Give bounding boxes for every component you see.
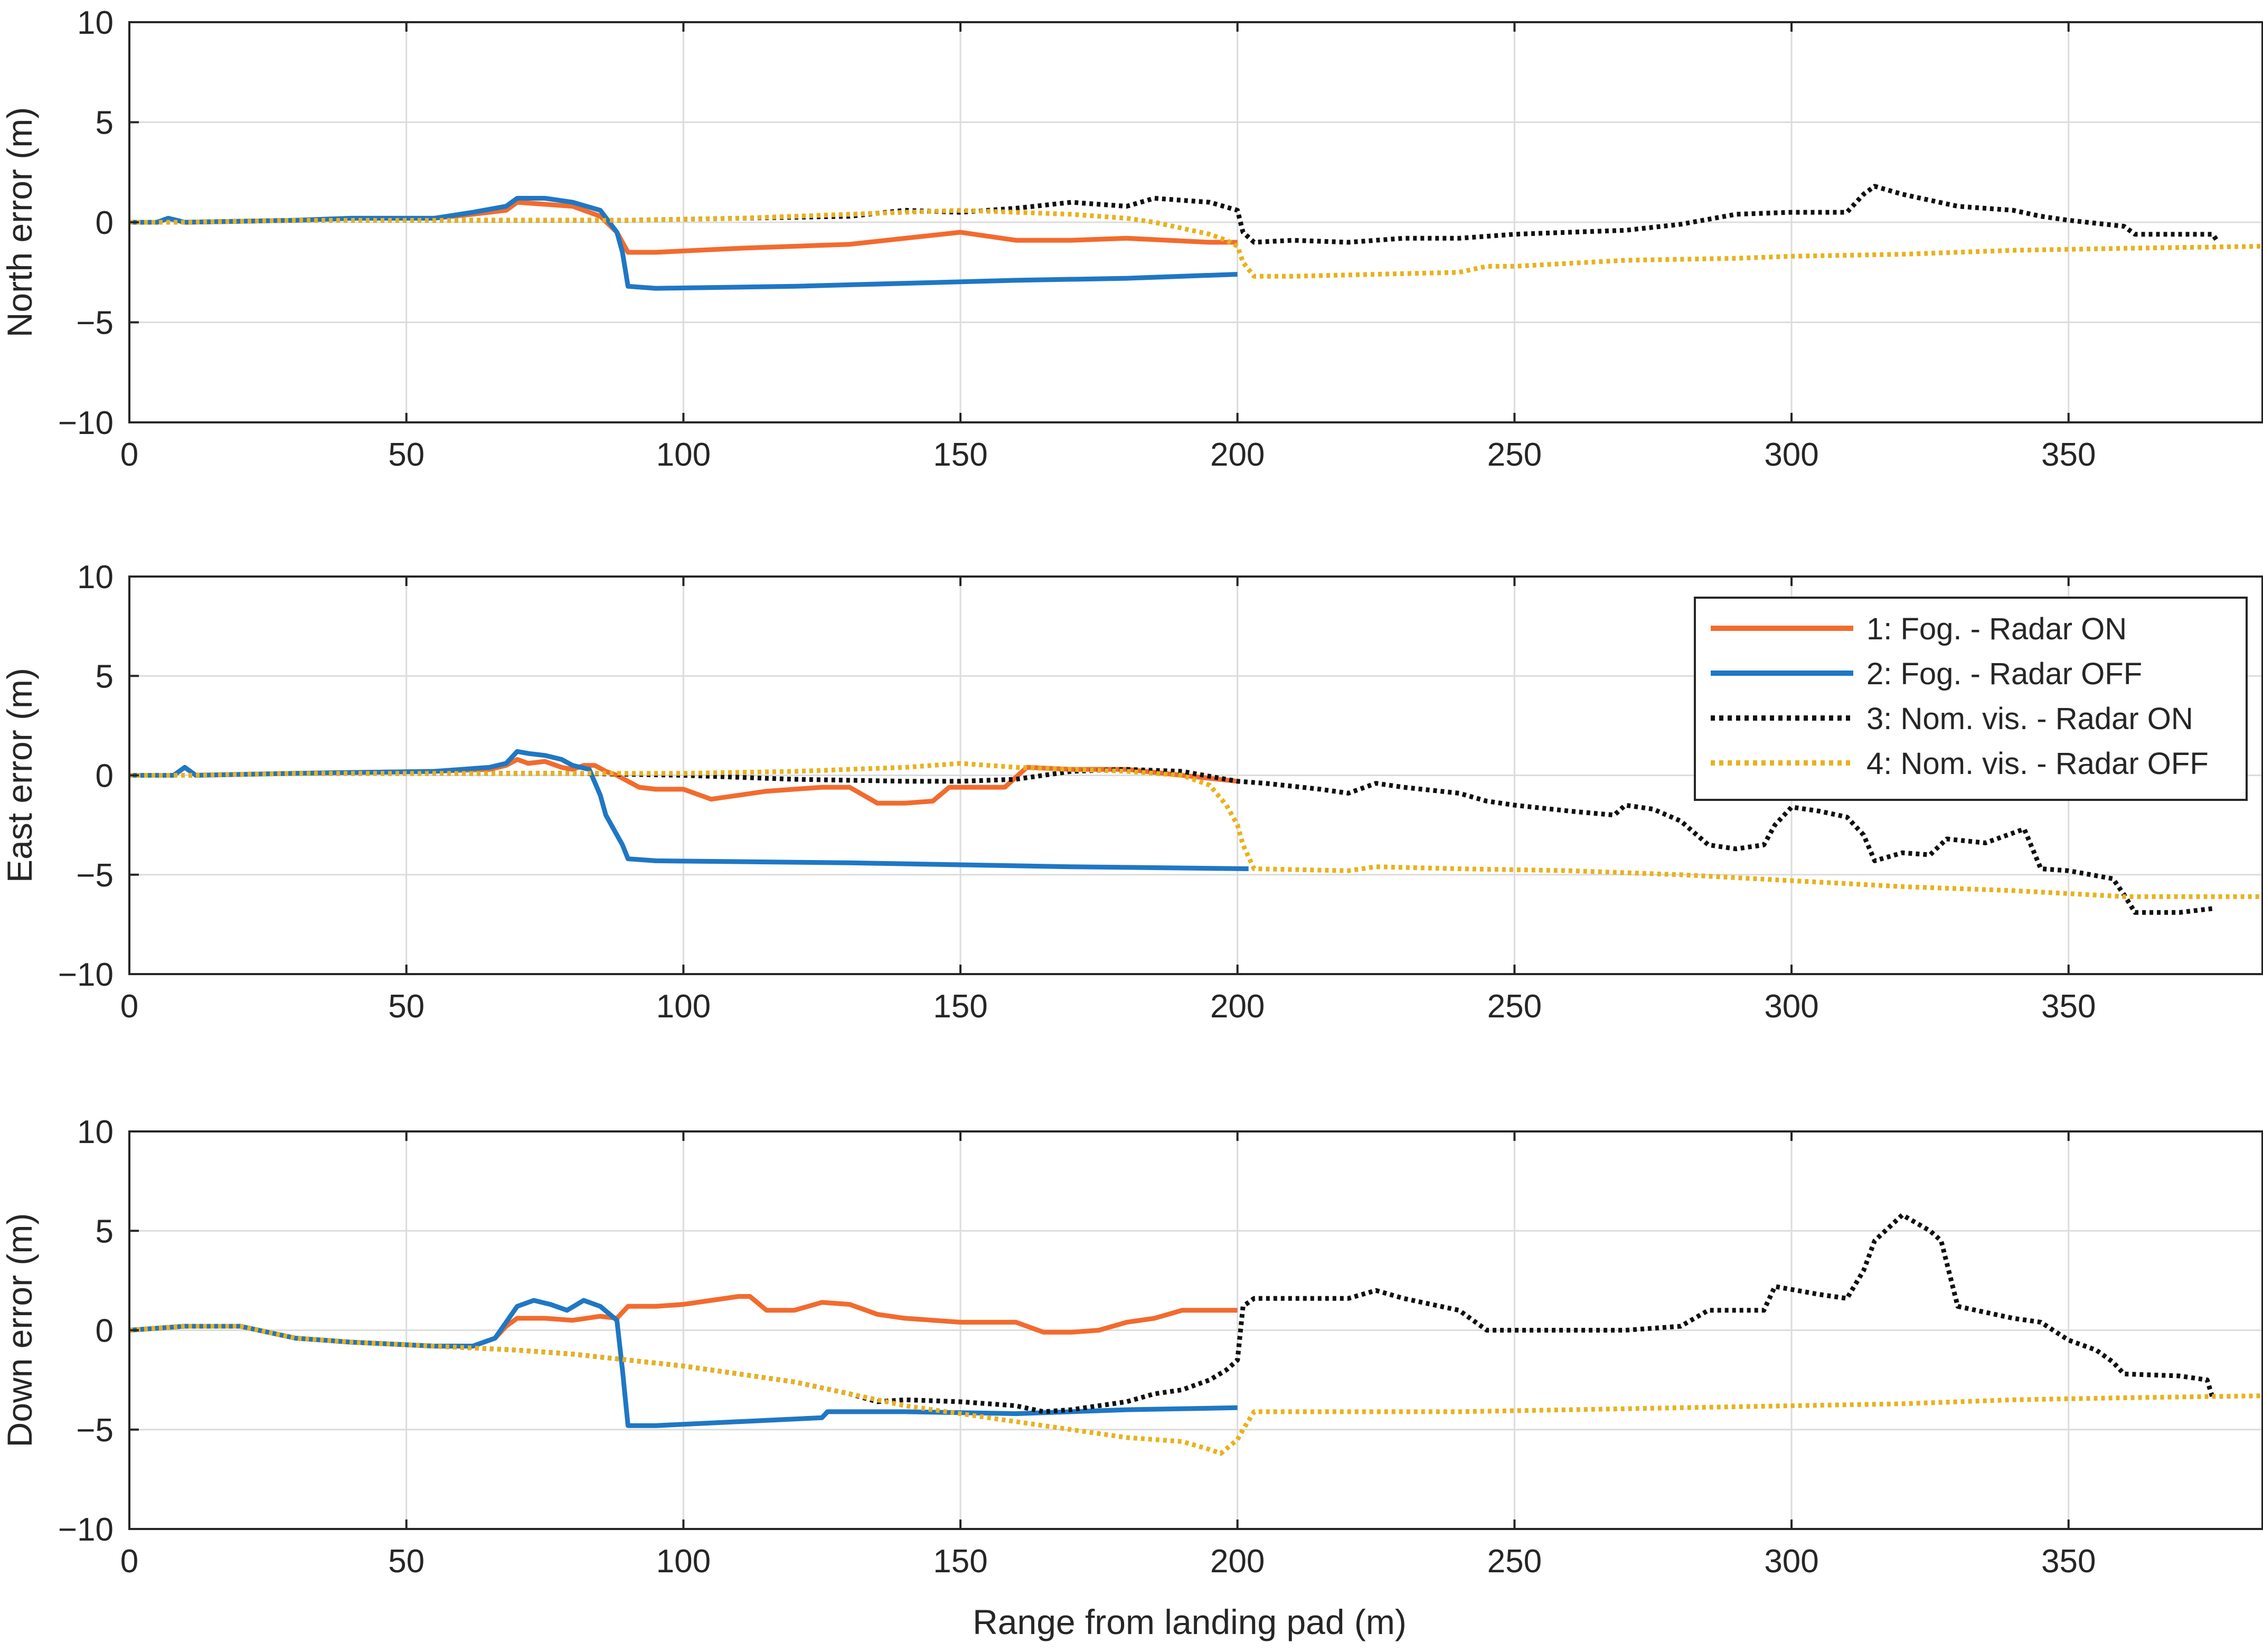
- east-series-nom-radar-on: [129, 767, 2213, 915]
- north-series-nom-radar-off: [129, 207, 2262, 279]
- north-error-panel: 0 50 100 150 200 250 300 350 −10 −5 0 5 10 North erro…: [0, 5, 2263, 473]
- down-ytick-label-3: 5: [96, 1213, 114, 1250]
- x-axis-title: Range from landing pad (m): [973, 1602, 1407, 1641]
- down-xtick-label-0: 0: [120, 1543, 138, 1580]
- north-xtick-label-4: 200: [1210, 437, 1265, 473]
- east-series-fog-radar-off: [129, 749, 1249, 871]
- legend: 1: Fog. - Radar ON 2: Fog. - Radar OFF 3: …: [1694, 597, 2248, 801]
- north-xtick-label-7: 350: [2041, 437, 2096, 473]
- east-ytick-label-3: 5: [96, 658, 114, 695]
- north-y-axis-title: North error (m): [0, 107, 39, 337]
- down-xtick-label-5: 250: [1487, 1543, 1542, 1580]
- east-xtick-label-4: 200: [1210, 988, 1265, 1025]
- east-xtick-label-7: 350: [2041, 988, 2096, 1025]
- east-y-axis-title: East error (m): [0, 668, 39, 883]
- down-series-nom-radar-on: [129, 1212, 2215, 1414]
- east-xtick-label-2: 100: [656, 988, 711, 1025]
- down-xtick-label-6: 300: [1764, 1543, 1818, 1580]
- east-series-nom-radar-off: [129, 761, 2262, 899]
- down-xtick-label-3: 150: [933, 1543, 987, 1580]
- legend-label-nom-radar-off: 4: Nom. vis. - Radar OFF: [1866, 747, 2209, 781]
- north-xtick-label-5: 250: [1487, 437, 1542, 473]
- north-xtick-label-2: 100: [656, 437, 711, 473]
- north-ytick-label-3: 5: [96, 105, 114, 141]
- north-ytick-label-1: −5: [76, 305, 114, 342]
- down-ytick-label-1: −5: [76, 1412, 114, 1449]
- east-xtick-label-3: 150: [933, 988, 987, 1025]
- east-ytick-label-1: −5: [76, 857, 114, 894]
- down-xtick-label-1: 50: [388, 1543, 425, 1580]
- north-xtick-label-1: 50: [388, 437, 425, 473]
- north-xtick-label-6: 300: [1764, 437, 1818, 473]
- east-xtick-label-5: 250: [1487, 988, 1542, 1025]
- down-ytick-label-0: −10: [58, 1512, 114, 1548]
- north-xtick-label-3: 150: [933, 437, 987, 473]
- east-ytick-label-0: −10: [58, 957, 114, 993]
- north-xtick-label-0: 0: [120, 437, 138, 473]
- down-xtick-label-7: 350: [2041, 1543, 2096, 1580]
- down-xtick-label-4: 200: [1210, 1543, 1265, 1580]
- down-y-axis-title: Down error (m): [0, 1213, 39, 1448]
- north-series-group: [129, 184, 2262, 291]
- east-ytick-label-4: 10: [77, 559, 114, 596]
- east-series-group: [129, 749, 2262, 915]
- legend-box: [1694, 597, 2248, 801]
- north-ytick-label-4: 10: [77, 5, 114, 41]
- east-xtick-label-1: 50: [388, 988, 425, 1025]
- down-ytick-label-2: 0: [96, 1313, 114, 1349]
- legend-label-nom-radar-on: 3: Nom. vis. - Radar ON: [1866, 702, 2193, 736]
- down-error-panel: 0 50 100 150 200 250 300 350 −10 −5 0 5 10 Down error…: [0, 1114, 2263, 1580]
- down-series-nom-radar-off: [129, 1324, 2262, 1456]
- down-xtick-label-2: 100: [656, 1543, 711, 1580]
- east-xtick-label-6: 300: [1764, 988, 1818, 1025]
- down-ytick-label-4: 10: [77, 1114, 114, 1150]
- north-ytick-label-0: −10: [58, 405, 114, 441]
- legend-label-fog-radar-off: 2: Fog. - Radar OFF: [1866, 657, 2142, 691]
- east-ytick-label-2: 0: [96, 758, 114, 795]
- down-series-group: [129, 1212, 2262, 1456]
- east-xtick-label-0: 0: [120, 988, 138, 1025]
- legend-label-fog-radar-on: 1: Fog. - Radar ON: [1866, 612, 2127, 646]
- north-ytick-label-2: 0: [96, 205, 114, 241]
